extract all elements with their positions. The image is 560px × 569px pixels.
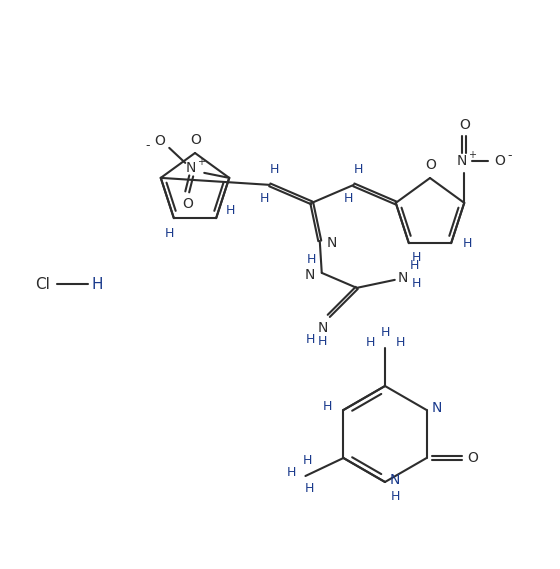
Text: O: O <box>467 451 478 465</box>
Text: N: N <box>431 401 442 415</box>
Text: N: N <box>186 161 197 175</box>
Text: H: H <box>318 335 328 348</box>
Text: O: O <box>154 134 165 148</box>
Text: N: N <box>318 321 328 335</box>
Text: H: H <box>344 192 353 205</box>
Text: N: N <box>390 473 400 487</box>
Text: O: O <box>459 118 470 132</box>
Text: H: H <box>307 253 316 266</box>
Text: H: H <box>365 336 375 349</box>
Text: N: N <box>457 154 468 168</box>
Text: O: O <box>494 154 505 168</box>
Text: H: H <box>165 226 175 240</box>
Text: H: H <box>226 204 235 217</box>
Text: N: N <box>326 236 337 250</box>
Text: Cl: Cl <box>35 277 50 291</box>
Text: H: H <box>260 192 269 205</box>
Text: H: H <box>287 465 296 479</box>
Text: H: H <box>91 277 102 291</box>
Text: H: H <box>412 277 422 290</box>
Text: H: H <box>395 336 405 349</box>
Text: H: H <box>380 325 390 339</box>
Text: O: O <box>426 158 436 172</box>
Text: H: H <box>306 333 315 347</box>
Text: N: N <box>305 268 315 282</box>
Text: -: - <box>507 150 511 162</box>
Text: H: H <box>410 259 419 273</box>
Text: H: H <box>305 481 314 494</box>
Text: H: H <box>303 455 312 468</box>
Text: H: H <box>354 163 363 176</box>
Text: O: O <box>182 197 193 211</box>
Text: +: + <box>468 150 476 160</box>
Text: H: H <box>412 250 422 263</box>
Text: H: H <box>270 163 279 176</box>
Text: H: H <box>323 401 332 414</box>
Text: H: H <box>390 489 400 502</box>
Text: H: H <box>463 237 472 250</box>
Text: N: N <box>398 271 408 285</box>
Text: -: - <box>145 139 150 152</box>
Text: O: O <box>190 133 202 147</box>
Text: +: + <box>197 157 205 167</box>
